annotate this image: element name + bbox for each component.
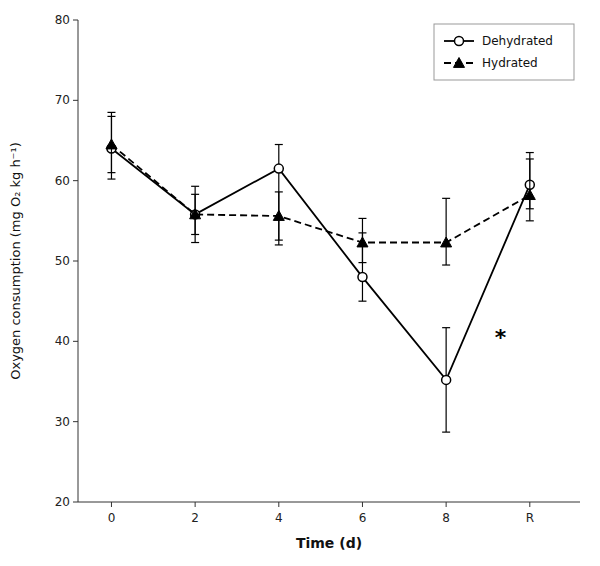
point [441, 237, 452, 247]
legend-label: Hydrated [482, 56, 538, 70]
x-axis-line [78, 502, 580, 503]
error-cap [191, 234, 199, 235]
point [273, 211, 284, 221]
error-cap [358, 301, 366, 302]
x-tick [362, 502, 363, 507]
point [274, 164, 283, 173]
x-tick-label: 8 [442, 511, 450, 525]
y-tick [73, 421, 78, 422]
y-tick-label: 50 [55, 254, 70, 268]
y-tick [73, 502, 78, 503]
plot-area [106, 112, 535, 432]
error-cap [526, 152, 534, 153]
error-cap [442, 327, 450, 328]
point [190, 209, 201, 219]
point [358, 273, 367, 282]
y-axis-label: Oxygen consumption (mg O₂ kg h⁻¹) [8, 142, 23, 380]
error-cap [442, 198, 450, 199]
error-stem [278, 145, 279, 245]
x-tick-label: 6 [359, 511, 367, 525]
error-cap [191, 194, 199, 195]
x-tick-label: 0 [108, 511, 116, 525]
chart: 0 2 4 6 8 R 20 30 40 50 60 70 80 Time (d) Oxygen consu… [0, 0, 600, 566]
point [442, 375, 451, 384]
error-cap [275, 191, 283, 192]
x-axis-label: Time (d) [296, 535, 362, 551]
error-cap [275, 144, 283, 145]
error-cap [442, 432, 450, 433]
error-cap [191, 186, 199, 187]
error-stem [446, 198, 447, 265]
error-cap [526, 220, 534, 221]
error-cap [275, 244, 283, 245]
error-bar [442, 328, 450, 432]
x-tick [446, 502, 447, 507]
error-bar [442, 198, 450, 265]
point [357, 237, 368, 247]
error-bar [275, 145, 283, 245]
error-cap [358, 262, 366, 263]
y-tick [73, 180, 78, 181]
legend: Dehydrated Hydrated [434, 24, 574, 80]
error-cap [526, 158, 534, 159]
y-tick-label: 30 [55, 415, 70, 429]
x-tick-label: 4 [275, 511, 283, 525]
legend-marker [455, 37, 464, 46]
y-tick [73, 20, 78, 21]
y-tick-label: 70 [55, 93, 70, 107]
series-line [111, 149, 529, 380]
y-tick-label: 20 [55, 495, 70, 509]
legend-marker [454, 58, 465, 68]
error-cap [358, 218, 366, 219]
x-tick [195, 502, 196, 507]
y-tick-label: 80 [55, 13, 70, 27]
y-tick-label: 40 [55, 334, 70, 348]
error-cap [107, 112, 115, 113]
error-cap [107, 172, 115, 173]
x-tick-label: 2 [191, 511, 199, 525]
y-tick [73, 261, 78, 262]
x-tick [111, 502, 112, 507]
error-cap [442, 264, 450, 265]
legend-label: Dehydrated [482, 34, 553, 48]
error-cap [191, 242, 199, 243]
legend-box [434, 24, 574, 80]
error-cap [107, 116, 115, 117]
point [106, 139, 117, 149]
y-tick-label: 60 [55, 174, 70, 188]
x-tick-label: R [526, 511, 534, 525]
x-tick [529, 502, 530, 507]
error-cap [107, 178, 115, 179]
y-tick [73, 100, 78, 101]
y-tick [73, 341, 78, 342]
x-tick [278, 502, 279, 507]
series [106, 116, 535, 265]
annotation: * [495, 325, 507, 350]
series-line [111, 145, 529, 243]
error-cap [275, 240, 283, 241]
series [107, 112, 534, 432]
point [524, 190, 535, 200]
